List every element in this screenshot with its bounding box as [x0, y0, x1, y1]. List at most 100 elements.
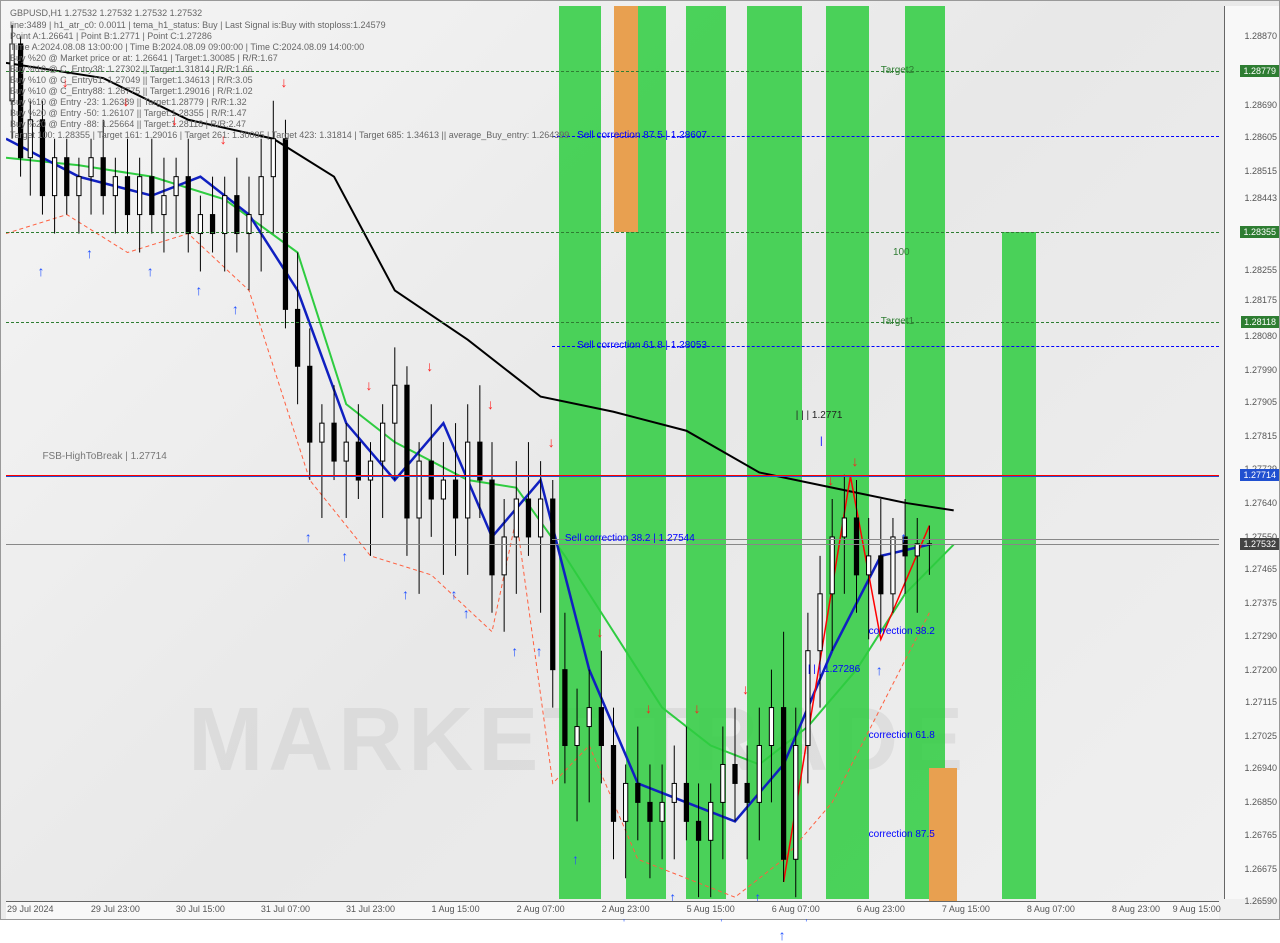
horizontal-line: [6, 322, 1219, 323]
price-marker: 1.28779: [1240, 65, 1279, 77]
horizontal-line: [6, 476, 1219, 477]
y-tick: 1.26850: [1244, 797, 1277, 807]
annotation: Sell correction 61.8 | 1.28053: [577, 340, 707, 351]
price-marker: 1.28355: [1240, 226, 1279, 238]
x-tick: 2 Aug 07:00: [517, 904, 565, 914]
chart-container: MARKET TRADE Target2100Target1Sell corre…: [0, 0, 1280, 920]
info-line: Time A:2024.08.08 13:00:00 | Time B:2024…: [10, 42, 364, 52]
y-tick: 1.28080: [1244, 331, 1277, 341]
x-tick: 31 Jul 23:00: [346, 904, 395, 914]
down-arrow-icon: ↓: [645, 700, 652, 716]
info-line: Point A:1.26641 | Point B:1.2771 | Point…: [10, 31, 212, 41]
x-tick: 5 Aug 15:00: [687, 904, 735, 914]
x-tick: 29 Jul 23:00: [91, 904, 140, 914]
title-line: GBPUSD,H1 1.27532 1.27532 1.27532 1.2753…: [10, 8, 202, 18]
y-tick: 1.27905: [1244, 397, 1277, 407]
annotation: FSB-HighToBreak | 1.27714: [42, 451, 166, 462]
x-tick: 8 Aug 07:00: [1027, 904, 1075, 914]
price-marker: 1.28118: [1241, 316, 1279, 328]
y-tick: 1.28870: [1244, 31, 1277, 41]
down-arrow-icon: ↓: [220, 131, 227, 147]
info-line: Buy %20 @ Entry -50: 1.26107 || Target:1…: [10, 108, 247, 118]
y-tick: 1.27200: [1244, 665, 1277, 675]
down-arrow-icon: ↓: [852, 453, 859, 469]
down-arrow-icon: ↓: [62, 74, 69, 90]
green-bar: [1002, 232, 1036, 899]
annotation: correction 61.8: [869, 730, 935, 741]
down-arrow-icon: ↓: [426, 358, 433, 374]
y-tick: 1.26675: [1244, 864, 1277, 874]
up-arrow-icon: ↑: [341, 548, 348, 564]
y-tick: 1.28515: [1244, 166, 1277, 176]
annotation: Target1: [881, 316, 914, 327]
down-arrow-icon: ↓: [827, 472, 834, 488]
up-arrow-icon: ↑: [900, 529, 907, 545]
y-tick: 1.27025: [1244, 731, 1277, 741]
y-tick: 1.27990: [1244, 365, 1277, 375]
up-arrow-icon: ↑: [536, 643, 543, 659]
info-line: Buy %10 @ C_Entry38: 1.27302 || Target:1…: [10, 64, 253, 74]
y-tick: 1.28255: [1244, 265, 1277, 275]
y-tick: 1.26940: [1244, 763, 1277, 773]
orange-bar: [614, 6, 638, 232]
down-arrow-icon: ↓: [280, 74, 287, 90]
info-line: Target 100: 1.28355 | Target 161: 1.2901…: [10, 130, 569, 140]
x-axis: 29 Jul 2024 29 Jul 23:00 30 Jul 15:00 31 Ju…: [6, 901, 1219, 919]
green-bar: [826, 6, 869, 899]
up-arrow-icon: ↑: [402, 586, 409, 602]
up-arrow-icon: ↑: [195, 282, 202, 298]
down-arrow-icon: ↓: [548, 434, 555, 450]
up-arrow-icon: ↑: [511, 643, 518, 659]
y-tick: 1.27465: [1244, 564, 1277, 574]
up-arrow-icon: ↑: [86, 245, 93, 261]
annotation: | | | 1.2771: [796, 410, 843, 421]
annotation: Sell correction 87.5 | 1.28607: [577, 130, 707, 141]
x-tick: 8 Aug 23:00: [1112, 904, 1160, 914]
y-tick: 1.26765: [1244, 830, 1277, 840]
y-tick: 1.27375: [1244, 598, 1277, 608]
green-bar: [747, 6, 802, 899]
annotation: Sell correction 38.2 | 1.27544: [565, 533, 695, 544]
up-arrow-icon: ↑: [147, 263, 154, 279]
down-arrow-icon: ↓: [123, 93, 130, 109]
y-tick: 1.28443: [1244, 193, 1277, 203]
down-arrow-icon: ↓: [171, 112, 178, 128]
up-arrow-icon: ↑: [232, 301, 239, 317]
annotation: Target2: [881, 65, 914, 76]
info-line: Buy %20 @ Entry -88: 1.25664 || Target:1…: [10, 119, 246, 129]
info-line: line:3489 | h1_atr_c0: 0.0011 | tema_h1_…: [10, 20, 386, 30]
up-arrow-icon: ↑: [451, 586, 458, 602]
x-tick: 6 Aug 23:00: [857, 904, 905, 914]
y-tick: 1.27290: [1244, 631, 1277, 641]
y-tick: 1.27640: [1244, 498, 1277, 508]
up-arrow-icon: ↑: [779, 927, 786, 943]
y-axis: 1.28870 1.28779 1.28690 1.28605 1.28515 1.284…: [1224, 6, 1279, 899]
annotation: |: [820, 436, 823, 447]
up-arrow-icon: ↑: [305, 529, 312, 545]
x-tick: 9 Aug 15:00: [1173, 904, 1221, 914]
info-line: Buy %10 @ C_Entry88: 1.26775 || Target:1…: [10, 86, 253, 96]
chart-area[interactable]: MARKET TRADE Target2100Target1Sell corre…: [6, 6, 1219, 899]
y-tick: 1.27115: [1245, 697, 1277, 707]
x-tick: 29 Jul 2024: [7, 904, 54, 914]
y-tick: 1.26590: [1244, 896, 1277, 906]
x-tick: 31 Jul 07:00: [261, 904, 310, 914]
annotation: | | | 1.27286: [808, 664, 860, 675]
down-arrow-icon: ↓: [742, 681, 749, 697]
annotation: correction 38.2: [869, 626, 935, 637]
horizontal-line: [6, 232, 1219, 233]
up-arrow-icon: ↑: [37, 263, 44, 279]
y-tick: 1.28690: [1244, 100, 1277, 110]
y-tick: 1.28605: [1244, 132, 1277, 142]
x-tick: 30 Jul 15:00: [176, 904, 225, 914]
price-marker: 1.27714: [1240, 469, 1279, 481]
x-tick: 2 Aug 23:00: [602, 904, 650, 914]
green-bar: [905, 6, 945, 899]
down-arrow-icon: ↓: [366, 377, 373, 393]
annotation: 100: [893, 247, 910, 258]
annotation: correction 87.5: [869, 829, 935, 840]
y-tick: 1.27815: [1244, 431, 1277, 441]
down-arrow-icon: ↓: [487, 396, 494, 412]
x-tick: 1 Aug 15:00: [432, 904, 480, 914]
up-arrow-icon: ↑: [572, 851, 579, 867]
